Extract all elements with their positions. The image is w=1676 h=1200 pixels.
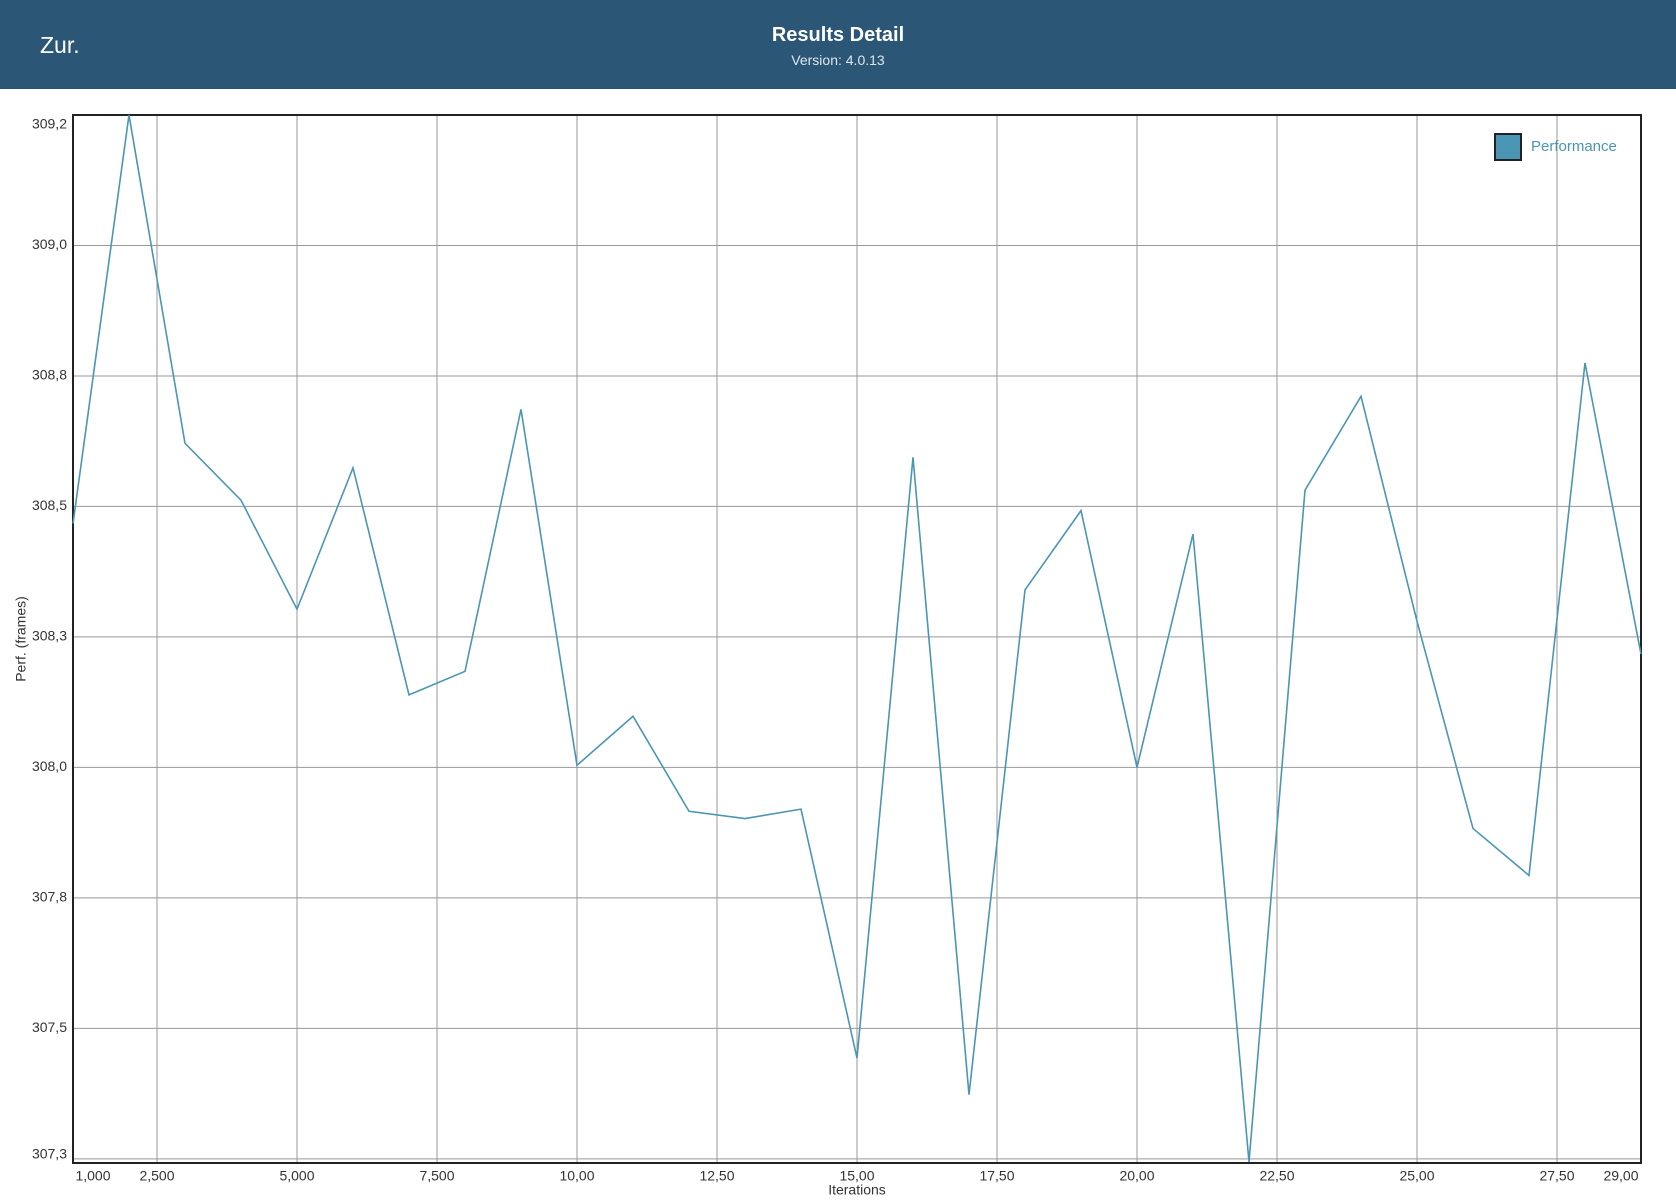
chart: 307,3 307,5 307,8 308,0 308,3 308,5 308,8 309,0… bbox=[13, 114, 1642, 1198]
x-axis-label: Iterations bbox=[828, 1182, 886, 1198]
x-tick-label: 12,50 bbox=[699, 1168, 734, 1184]
y-tick-label: 308,0 bbox=[32, 758, 67, 774]
y-tick-label: 307,5 bbox=[32, 1019, 67, 1035]
x-tick-label: 7,500 bbox=[419, 1168, 454, 1184]
title: Results Detail bbox=[771, 24, 905, 46]
data-line bbox=[72, 114, 1642, 1163]
x-tick-label: 15,00 bbox=[839, 1168, 874, 1184]
x-tick-label: 22,50 bbox=[1259, 1168, 1294, 1184]
y-tick-label: 308,3 bbox=[32, 628, 67, 644]
x-tick-label: 20,00 bbox=[1119, 1168, 1154, 1184]
x-tick-label: 27,50 bbox=[1539, 1168, 1574, 1184]
x-tick-label: 10,00 bbox=[559, 1168, 594, 1184]
header: Zur. Results Detail Version: 4.0.13 bbox=[0, 0, 1676, 89]
y-tick-label: 309,0 bbox=[32, 236, 67, 252]
subtitle: Version: 4.0.13 bbox=[791, 52, 885, 68]
y-tick-label: 308,8 bbox=[32, 367, 67, 383]
x-tick-label: 2,500 bbox=[139, 1168, 174, 1184]
x-tick-label: 25,00 bbox=[1399, 1168, 1434, 1184]
y-tick-label: 309,2 bbox=[32, 116, 67, 132]
x-tick-label: 29,00 bbox=[1603, 1168, 1638, 1184]
x-tick-label: 1,000 bbox=[75, 1168, 110, 1184]
x-tick-label: 17,50 bbox=[979, 1168, 1014, 1184]
y-tick-label: 307,8 bbox=[32, 889, 67, 905]
y-tick-label: 308,5 bbox=[32, 497, 67, 513]
back-button[interactable]: Zur. bbox=[40, 32, 80, 58]
plot-frame bbox=[72, 114, 1642, 1164]
y-tick-label: 307,3 bbox=[32, 1146, 67, 1162]
legend-label: Performance bbox=[1531, 138, 1617, 155]
y-axis-label: Perf. (frames) bbox=[13, 596, 29, 682]
x-tick-label: 5,000 bbox=[279, 1168, 314, 1184]
legend-swatch bbox=[1494, 133, 1522, 161]
